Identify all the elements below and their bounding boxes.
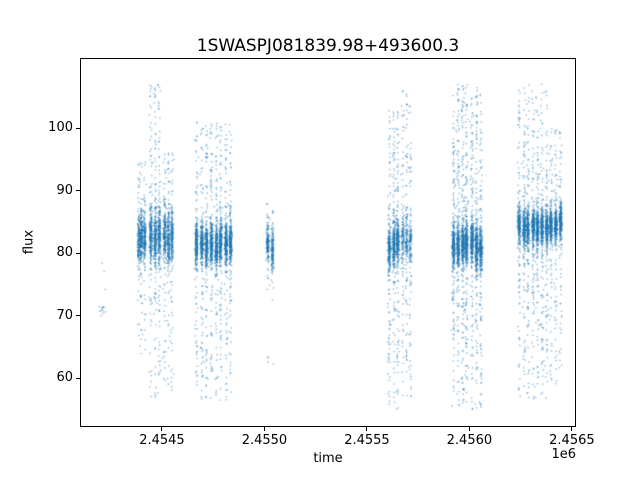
x-tick-mark [263, 427, 265, 431]
x-tick-label: 2.4555 [344, 433, 390, 448]
y-tick-label: 100 [48, 120, 73, 136]
y-tick-label: 80 [56, 245, 73, 261]
y-tick-mark [76, 252, 80, 254]
y-tick-mark [76, 377, 80, 379]
y-tick-label: 60 [56, 370, 73, 386]
y-tick-mark [76, 315, 80, 317]
x-tick-mark [468, 427, 470, 431]
y-tick-label: 90 [56, 182, 73, 198]
x-tick-label: 2.4545 [139, 433, 185, 448]
x-tick-label: 2.4565 [549, 433, 595, 448]
y-tick-mark [76, 190, 80, 192]
x-offset-label: 1e6 [551, 447, 576, 462]
y-tick-label: 70 [56, 307, 73, 323]
plot-title: 1SWASPJ081839.98+493600.3 [196, 36, 460, 56]
x-tick-mark [366, 427, 368, 431]
x-tick-label: 2.4560 [446, 433, 493, 448]
x-tick-mark [161, 427, 163, 431]
x-axis-label: time [313, 451, 343, 466]
x-tick-mark [571, 427, 573, 431]
scatter-canvas [80, 58, 576, 427]
x-tick-label: 2.4550 [241, 433, 288, 448]
y-tick-mark [76, 127, 80, 129]
